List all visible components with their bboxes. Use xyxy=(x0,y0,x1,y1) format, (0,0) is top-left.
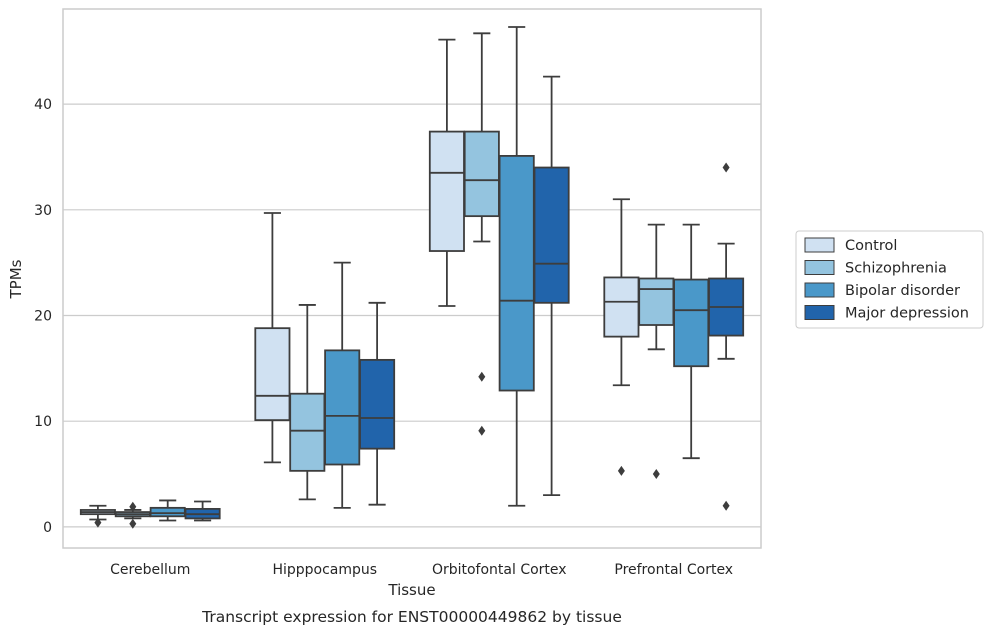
x-tick-labels: Cerebellum Hipppocampus Orbitofontal Corte… xyxy=(110,562,733,578)
series-schizophrenia xyxy=(114,32,675,529)
chart-caption: Transcript expression for ENST0000044986… xyxy=(201,608,622,626)
box-group xyxy=(254,212,291,464)
box-iqr xyxy=(498,155,535,392)
y-tick-label: 30 xyxy=(34,203,52,219)
outlier-point xyxy=(652,469,660,480)
y-tick-label: 20 xyxy=(34,308,52,324)
x-tick-label: Hipppocampus xyxy=(272,562,377,578)
box-iqr xyxy=(673,278,710,368)
box-iqr xyxy=(603,276,640,338)
legend-entry: Bipolar disorder xyxy=(804,282,960,299)
outlier-point xyxy=(94,517,102,528)
x-tick-label: Cerebellum xyxy=(110,562,190,578)
legend-entries: Control Schizophrenia Bipolar disorder Majo… xyxy=(804,237,969,322)
box-group xyxy=(289,304,326,501)
box-iqr xyxy=(533,166,570,304)
y-tick-label: 10 xyxy=(34,414,52,430)
outlier-point xyxy=(722,162,730,173)
y-tick-label: 0 xyxy=(43,520,52,536)
series-control xyxy=(79,38,640,528)
box-iqr xyxy=(359,358,396,450)
box-group xyxy=(114,501,151,529)
box-group xyxy=(149,499,186,522)
outlier-point xyxy=(129,518,137,529)
box-series-group xyxy=(79,26,745,529)
box-iqr xyxy=(428,130,465,252)
box-group xyxy=(463,32,500,436)
box-group xyxy=(533,75,570,497)
legend-frame xyxy=(795,230,984,329)
legend-swatch xyxy=(804,260,835,275)
box-group xyxy=(428,38,465,307)
legend-entry: Major depression xyxy=(804,305,969,322)
legend-swatch xyxy=(804,282,835,298)
outlier-point xyxy=(617,465,625,476)
box-iqr xyxy=(324,349,361,466)
x-tick-label: Prefrontal Cortex xyxy=(614,562,733,578)
box-iqr xyxy=(638,277,675,326)
legend-entry: Control xyxy=(804,237,897,254)
y-tick-label: 40 xyxy=(34,97,52,113)
box-group xyxy=(184,500,221,522)
outlier-point xyxy=(722,500,730,511)
legend-label: Schizophrenia xyxy=(845,261,947,277)
outlier-point xyxy=(478,371,486,382)
box-iqr xyxy=(254,327,291,422)
legend-label: Major depression xyxy=(845,306,969,322)
box-group xyxy=(673,223,710,460)
box-group xyxy=(359,301,396,506)
box-group xyxy=(498,26,535,507)
box-iqr xyxy=(463,130,500,218)
y-tick-labels: 0 10 20 30 40 xyxy=(34,97,52,536)
x-axis-label: Tissue xyxy=(387,581,435,599)
legend-label: Control xyxy=(845,238,897,254)
plot-area-frame xyxy=(62,8,762,549)
legend-entry: Schizophrenia xyxy=(804,260,947,277)
x-tick-label: Orbitofontal Cortex xyxy=(432,562,567,578)
series-major-depression xyxy=(184,75,745,522)
legend-label: Bipolar disorder xyxy=(845,283,960,299)
legend-swatch xyxy=(804,305,835,320)
box-group xyxy=(603,198,640,476)
outlier-point xyxy=(478,425,486,436)
y-axis-label: TPMs xyxy=(7,259,25,299)
outlier-point xyxy=(129,501,137,512)
legend-swatch xyxy=(804,237,835,253)
box-iqr xyxy=(149,506,186,518)
box-group xyxy=(638,223,675,480)
legend: Control Schizophrenia Bipolar disorder Majo… xyxy=(795,230,984,329)
box-iqr xyxy=(289,392,326,472)
box-group xyxy=(708,162,745,511)
